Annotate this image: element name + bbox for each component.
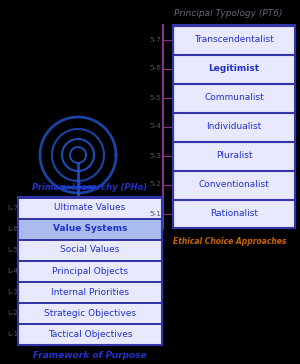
- Text: Ethical Choice Approaches: Ethical Choice Approaches: [173, 237, 287, 246]
- Text: 5-1: 5-1: [149, 210, 161, 217]
- FancyBboxPatch shape: [18, 282, 162, 302]
- Text: 5-2: 5-2: [149, 182, 161, 187]
- Text: Primary Hierarchy (PHo): Primary Hierarchy (PHo): [32, 182, 148, 191]
- Text: L-1: L-1: [7, 332, 18, 337]
- Text: L-5: L-5: [7, 247, 18, 253]
- Text: Principal Objects: Principal Objects: [52, 266, 128, 276]
- FancyBboxPatch shape: [173, 25, 295, 54]
- FancyBboxPatch shape: [18, 261, 162, 281]
- Text: 5-5: 5-5: [149, 95, 161, 100]
- Text: Principal Typology (PT6): Principal Typology (PT6): [174, 9, 282, 19]
- Text: Strategic Objectives: Strategic Objectives: [44, 309, 136, 318]
- Text: Pluralist: Pluralist: [216, 151, 252, 160]
- Text: 5-6: 5-6: [149, 66, 161, 71]
- FancyBboxPatch shape: [18, 240, 162, 260]
- Text: L-3: L-3: [7, 289, 18, 295]
- Text: Individualist: Individualist: [206, 122, 262, 131]
- Text: Framework of Purpose: Framework of Purpose: [33, 352, 147, 360]
- FancyBboxPatch shape: [173, 83, 295, 111]
- Text: 5-3: 5-3: [149, 153, 161, 158]
- FancyBboxPatch shape: [18, 198, 162, 218]
- Text: Internal Priorities: Internal Priorities: [51, 288, 129, 297]
- FancyBboxPatch shape: [18, 303, 162, 323]
- Text: L-4: L-4: [7, 268, 18, 274]
- FancyBboxPatch shape: [18, 324, 162, 344]
- Text: 5-4: 5-4: [149, 123, 161, 130]
- Text: Transcendentalist: Transcendentalist: [194, 35, 274, 44]
- Text: L-6: L-6: [7, 226, 18, 232]
- FancyBboxPatch shape: [173, 199, 295, 228]
- FancyBboxPatch shape: [173, 142, 295, 170]
- Text: Social Values: Social Values: [60, 245, 120, 254]
- Text: Conventionalist: Conventionalist: [199, 180, 269, 189]
- Text: Value Systems: Value Systems: [53, 224, 127, 233]
- Text: Tactical Objectives: Tactical Objectives: [48, 330, 132, 339]
- FancyBboxPatch shape: [173, 170, 295, 198]
- Text: 5-7: 5-7: [149, 36, 161, 43]
- Text: L-2: L-2: [7, 310, 18, 316]
- Text: Ultimate Values: Ultimate Values: [54, 203, 126, 212]
- FancyBboxPatch shape: [173, 55, 295, 83]
- Text: Legitimist: Legitimist: [208, 64, 260, 73]
- Text: L-7: L-7: [7, 205, 18, 210]
- FancyBboxPatch shape: [173, 112, 295, 141]
- FancyBboxPatch shape: [18, 219, 162, 239]
- Text: Communalist: Communalist: [204, 93, 264, 102]
- Text: Rationalist: Rationalist: [210, 209, 258, 218]
